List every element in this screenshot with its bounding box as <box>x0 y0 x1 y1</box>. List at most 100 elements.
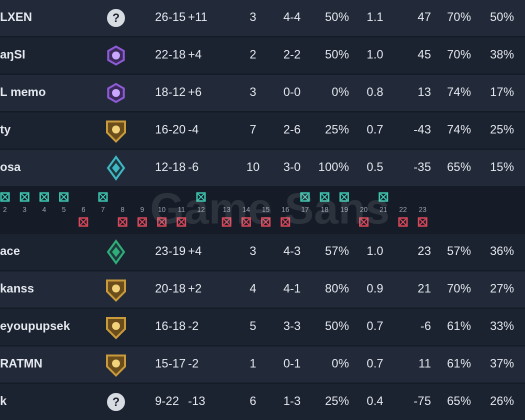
rank-icon-gem <box>112 247 120 257</box>
player-name: RATMN <box>0 357 42 371</box>
stat-cell: 13 <box>418 85 432 99</box>
stat-cell: 50% <box>490 10 514 24</box>
player-row <box>0 234 525 270</box>
round-icon-mark <box>419 218 427 226</box>
round-number: 8 <box>121 207 125 214</box>
stat-cell: 1-3 <box>283 394 301 408</box>
round-icon <box>280 217 291 227</box>
stat-cell: -6 <box>420 319 431 333</box>
player-name: ty <box>0 123 11 137</box>
round-icon-mark <box>1 193 9 201</box>
player-row <box>0 112 525 149</box>
stat-cell: 36% <box>490 244 514 258</box>
stat-cell: 38% <box>490 48 514 62</box>
round-number: 11 <box>178 207 185 214</box>
round-icon <box>398 217 408 227</box>
stat-cell: 50% <box>325 10 349 24</box>
round-number: 5 <box>62 207 66 214</box>
round-icon-mark <box>197 193 205 201</box>
round-icon-mark <box>40 193 48 201</box>
rank-icon-gem <box>112 163 120 173</box>
stat-cell: 20-18 <box>155 282 186 296</box>
stat-cell: 15-17 <box>155 357 186 371</box>
round-icon-mark <box>138 218 146 226</box>
round-number: 4 <box>42 207 46 214</box>
player-row <box>0 37 525 74</box>
round-number: 14 <box>242 207 250 214</box>
stat-cell: 6 <box>250 394 257 408</box>
player-row <box>0 309 525 345</box>
round-icon-mark <box>158 218 166 226</box>
round-icon-mark <box>60 193 68 201</box>
stat-cell: 2-2 <box>283 48 301 62</box>
round-icon <box>157 217 167 227</box>
stat-cell: +4 <box>188 48 202 62</box>
stat-cell: 27% <box>490 282 514 296</box>
round-icon-mark <box>99 193 107 201</box>
round-icon-mark <box>281 218 289 226</box>
stat-cell: -6 <box>188 160 199 174</box>
stat-cell: 0.9 <box>367 282 384 296</box>
round-number: 19 <box>340 207 348 214</box>
round-number: 9 <box>140 207 144 214</box>
round-number: 6 <box>81 207 85 214</box>
rank-label: ? <box>112 395 119 409</box>
stat-cell: -35 <box>414 160 432 174</box>
rank-icon-gem <box>112 89 120 97</box>
stat-cell: 0% <box>332 85 350 99</box>
player-name: k <box>0 394 7 408</box>
round-number: 22 <box>399 207 407 214</box>
stat-cell: 0.7 <box>367 357 384 371</box>
round-icon <box>319 192 330 202</box>
round-number: 15 <box>262 207 270 214</box>
round-icon <box>78 217 89 227</box>
stat-cell: 0.5 <box>367 160 384 174</box>
round-number: 2 <box>3 207 7 214</box>
round-icon <box>0 192 10 202</box>
stat-cell: 37% <box>490 357 514 371</box>
stat-cell: -2 <box>188 319 199 333</box>
round-number: 3 <box>23 207 27 214</box>
round-icon <box>137 217 147 227</box>
stat-cell: 65% <box>447 394 471 408</box>
round-icon-mark <box>119 218 127 226</box>
player-row <box>0 271 525 308</box>
round-number: 20 <box>360 207 368 214</box>
stat-cell: -75 <box>414 394 432 408</box>
round-icon-mark <box>301 193 309 201</box>
stat-cell: 70% <box>447 282 471 296</box>
stat-cell: 50% <box>325 48 349 62</box>
stat-cell: 1.0 <box>367 48 384 62</box>
round-icon <box>359 217 369 227</box>
rank-label: ? <box>112 11 119 25</box>
stat-cell: 4-4 <box>283 10 301 24</box>
stat-cell: 45 <box>418 48 432 62</box>
round-number: 17 <box>301 207 309 214</box>
stat-cell: 57% <box>447 244 471 258</box>
stat-cell: 100% <box>318 160 349 174</box>
round-number: 7 <box>101 207 105 214</box>
stat-cell: 25% <box>490 123 514 137</box>
player-row <box>0 0 525 36</box>
stat-cell: 0-0 <box>283 85 301 99</box>
stat-cell: +2 <box>188 282 202 296</box>
round-icon-mark <box>379 193 387 201</box>
stat-cell: 74% <box>447 85 471 99</box>
round-icon <box>176 217 187 227</box>
player-row <box>0 150 525 186</box>
rank-icon <box>107 393 125 411</box>
stat-cell: 1.0 <box>367 244 384 258</box>
round-number: 16 <box>282 207 290 214</box>
rank-icon-gem <box>112 322 120 330</box>
watermark: Game Sans <box>150 185 390 234</box>
stat-cell: 57% <box>325 244 349 258</box>
stat-cell: -13 <box>188 394 206 408</box>
round-icon-mark <box>21 193 29 201</box>
stat-cell: 15% <box>490 160 514 174</box>
stat-cell: 65% <box>447 160 471 174</box>
round-number: 13 <box>223 207 231 214</box>
player-row <box>0 384 525 420</box>
rank-icon-gem <box>112 284 120 293</box>
stat-cell: 12-18 <box>155 160 186 174</box>
